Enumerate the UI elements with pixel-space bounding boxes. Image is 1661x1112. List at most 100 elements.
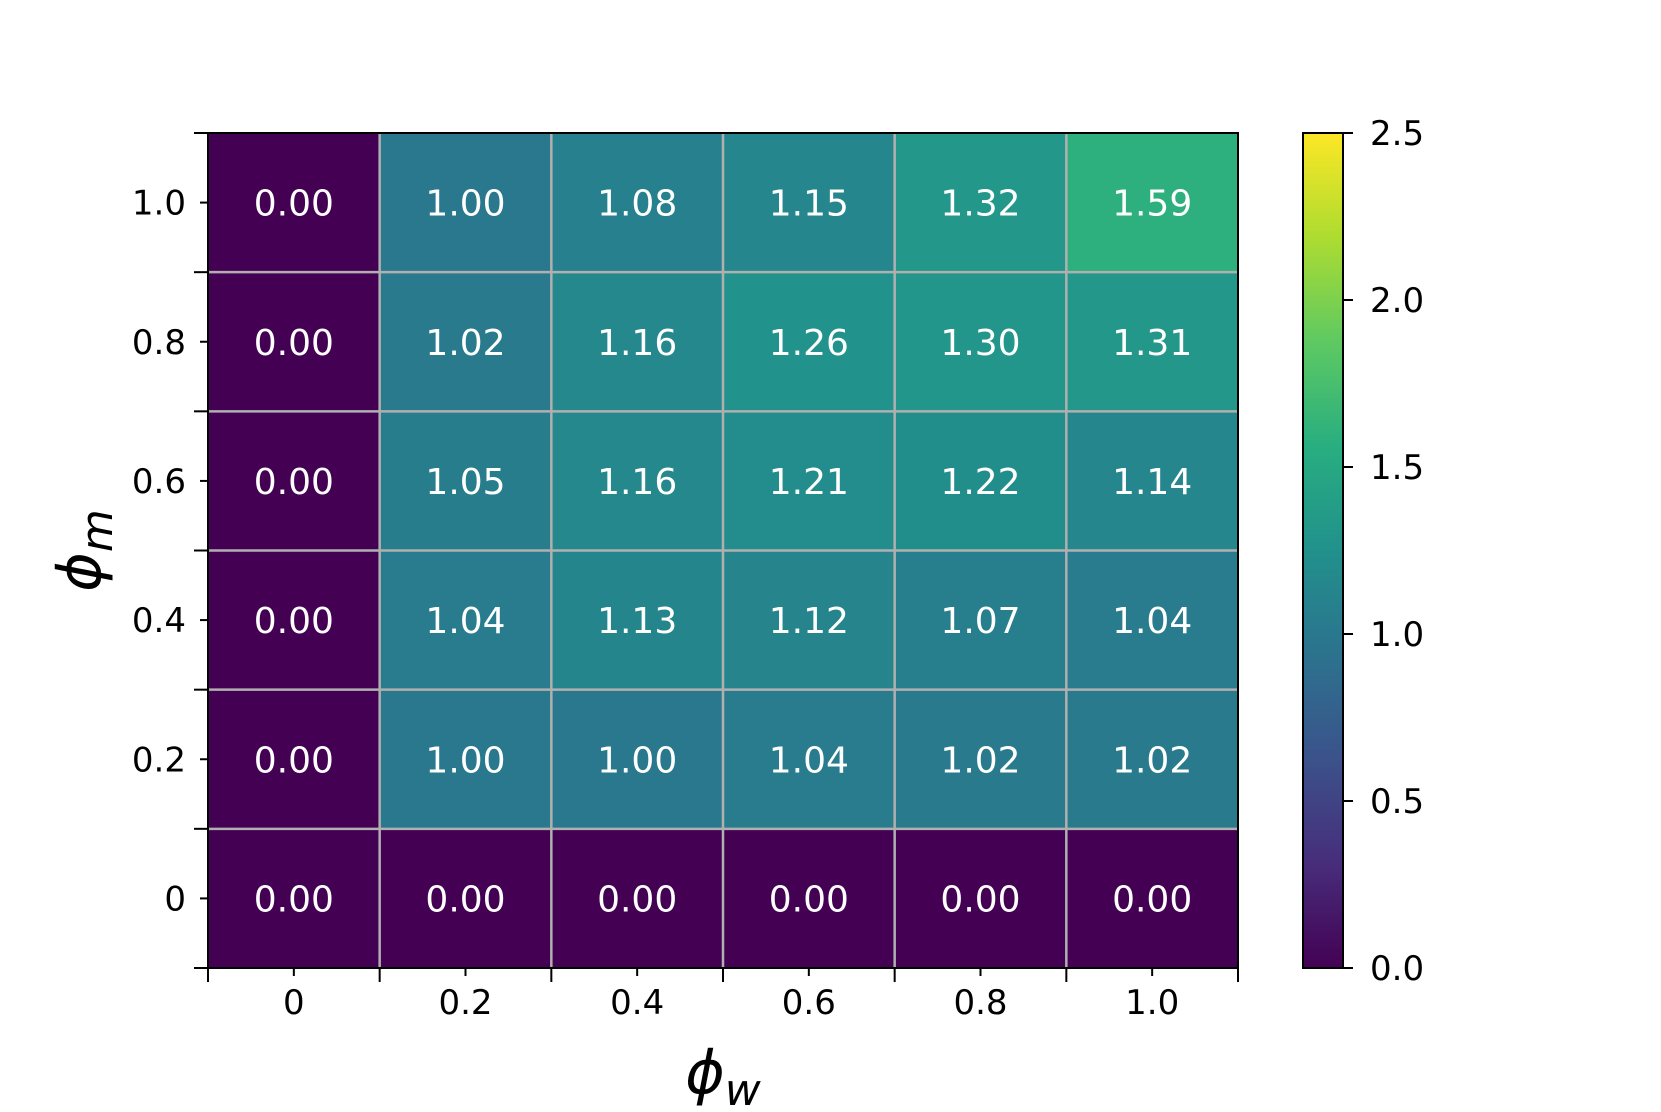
x-tick-label: 1.0 [1125,983,1179,1023]
x-axis-title: ϕw [685,1038,762,1107]
heatmap-cell [894,411,1067,551]
heatmap-grid [208,133,1238,968]
x-tick-label: 0.8 [953,983,1007,1023]
cell-value-label: 1.59 [1112,184,1192,225]
cell-value-label: 1.30 [940,323,1020,364]
heatmap-cell [894,550,1067,690]
y-axis: 0 0.2 0.4 0.6 0.8 1.0 [132,132,208,969]
heatmap-cell [208,133,380,273]
cell-value-label: 1.21 [769,462,849,503]
cell-value-label: 1.02 [425,323,505,364]
heatmap-cell [551,133,723,273]
cell-value-label: 1.04 [769,740,849,781]
cell-value-label: 0.00 [1112,879,1192,920]
heatmap-cell [894,133,1067,273]
cell-value-label: 1.16 [597,323,677,364]
cell-value-label: 0.00 [254,462,334,503]
heatmap-cell [208,272,380,412]
y-axis-title-subscript: m [72,509,123,552]
heatmap-cell [551,272,723,412]
y-axis-title-symbol: ϕ [45,552,115,592]
cell-value-label: 0.00 [769,879,849,920]
cell-value-label: 1.15 [769,184,849,225]
heatmap-cell [379,272,552,412]
heatmap-cell [723,689,895,829]
y-tick-label: 0.4 [132,601,186,641]
heatmap-cell [1066,133,1238,273]
heatmap-cells: 0.00 0.00 0.00 0.00 0.00 0.00 0.00 1.00 1.00 1.04… [208,133,1238,968]
y-tick-label: 0.8 [132,323,186,363]
heatmap-cell [208,828,380,968]
heatmap-cell [894,828,1067,968]
heatmap-cell [1066,550,1238,690]
cell-value-label: 1.16 [597,462,677,503]
heatmap-cell [208,411,380,551]
y-tick-label: 1.0 [132,184,186,224]
heatmap-cell [551,411,723,551]
x-tick-label: 0.2 [438,983,492,1023]
cell-value-label: 0.00 [254,740,334,781]
heatmap-cell [379,689,552,829]
cell-value-label: 1.04 [1112,601,1192,642]
heatmap-cell [1066,411,1238,551]
y-tick-label: 0.6 [132,462,186,502]
cell-value-label: 1.00 [425,740,505,781]
heatmap-cell [208,550,380,690]
heatmap-cell [379,411,552,551]
heatmap-cell [551,828,723,968]
heatmap-cell [1066,272,1238,412]
colorbar-tick-label: 1.5 [1370,448,1424,488]
heatmap-cell [894,272,1067,412]
cell-value-label: 1.13 [597,601,677,642]
x-axis-title-symbol: ϕ [685,1038,725,1107]
heatmap-cell [551,689,723,829]
cell-value-label: 1.12 [769,601,849,642]
cell-value-label: 0.00 [254,601,334,642]
colorbar-tick-label: 2.5 [1370,114,1424,154]
colorbar-tick-label: 0.5 [1370,782,1424,822]
heatmap-cell [723,272,895,412]
colorbar-tick-label: 1.0 [1370,615,1424,655]
heatmap-cell [379,828,552,968]
x-tick-label: 0 [283,983,305,1023]
heatmap-cell [1066,828,1238,968]
cell-value-label: 0.00 [940,879,1020,920]
cell-value-label: 1.02 [940,740,1020,781]
heatmap-cell [1066,689,1238,829]
cell-value-label: 1.00 [597,740,677,781]
heatmap-cell [723,133,895,273]
cell-value-label: 1.14 [1112,462,1192,503]
heatmap-cell [894,689,1067,829]
cell-value-label: 1.05 [425,462,505,503]
cell-value-label: 0.00 [254,879,334,920]
heatmap-cell [551,550,723,690]
cell-value-label: 1.04 [425,601,505,642]
heatmap-cell [379,133,552,273]
colorbar-gradient [1302,132,1344,969]
x-tick-label: 0.6 [782,983,836,1023]
y-axis-title: ϕm [45,509,123,591]
cell-value-label: 1.02 [1112,740,1192,781]
cell-value-label: 0.00 [254,323,334,364]
colorbar-tick-label: 2.0 [1370,281,1424,321]
cell-value-label: 1.07 [940,601,1020,642]
cell-value-label: 1.22 [940,462,1020,503]
x-axis-title-subscript: w [725,1065,762,1107]
y-tick-label: 0 [164,879,186,919]
cell-value-label: 0.00 [254,184,334,225]
cell-value-label: 0.00 [597,879,677,920]
heatmap-cell [723,828,895,968]
cell-value-label: 1.00 [425,184,505,225]
cell-value-label: 1.08 [597,184,677,225]
cell-value-label: 1.26 [769,323,849,364]
heatmap-cell [208,689,380,829]
heatmap-cell [723,411,895,551]
cell-value-label: 0.00 [425,879,505,920]
cell-value-label: 1.31 [1112,323,1192,364]
cell-value-label: 1.32 [940,184,1020,225]
heatmap-cell [723,550,895,690]
colorbar: 0.0 0.5 1.0 1.5 2.0 2.5 [1302,114,1424,989]
heatmap-cell [379,550,552,690]
